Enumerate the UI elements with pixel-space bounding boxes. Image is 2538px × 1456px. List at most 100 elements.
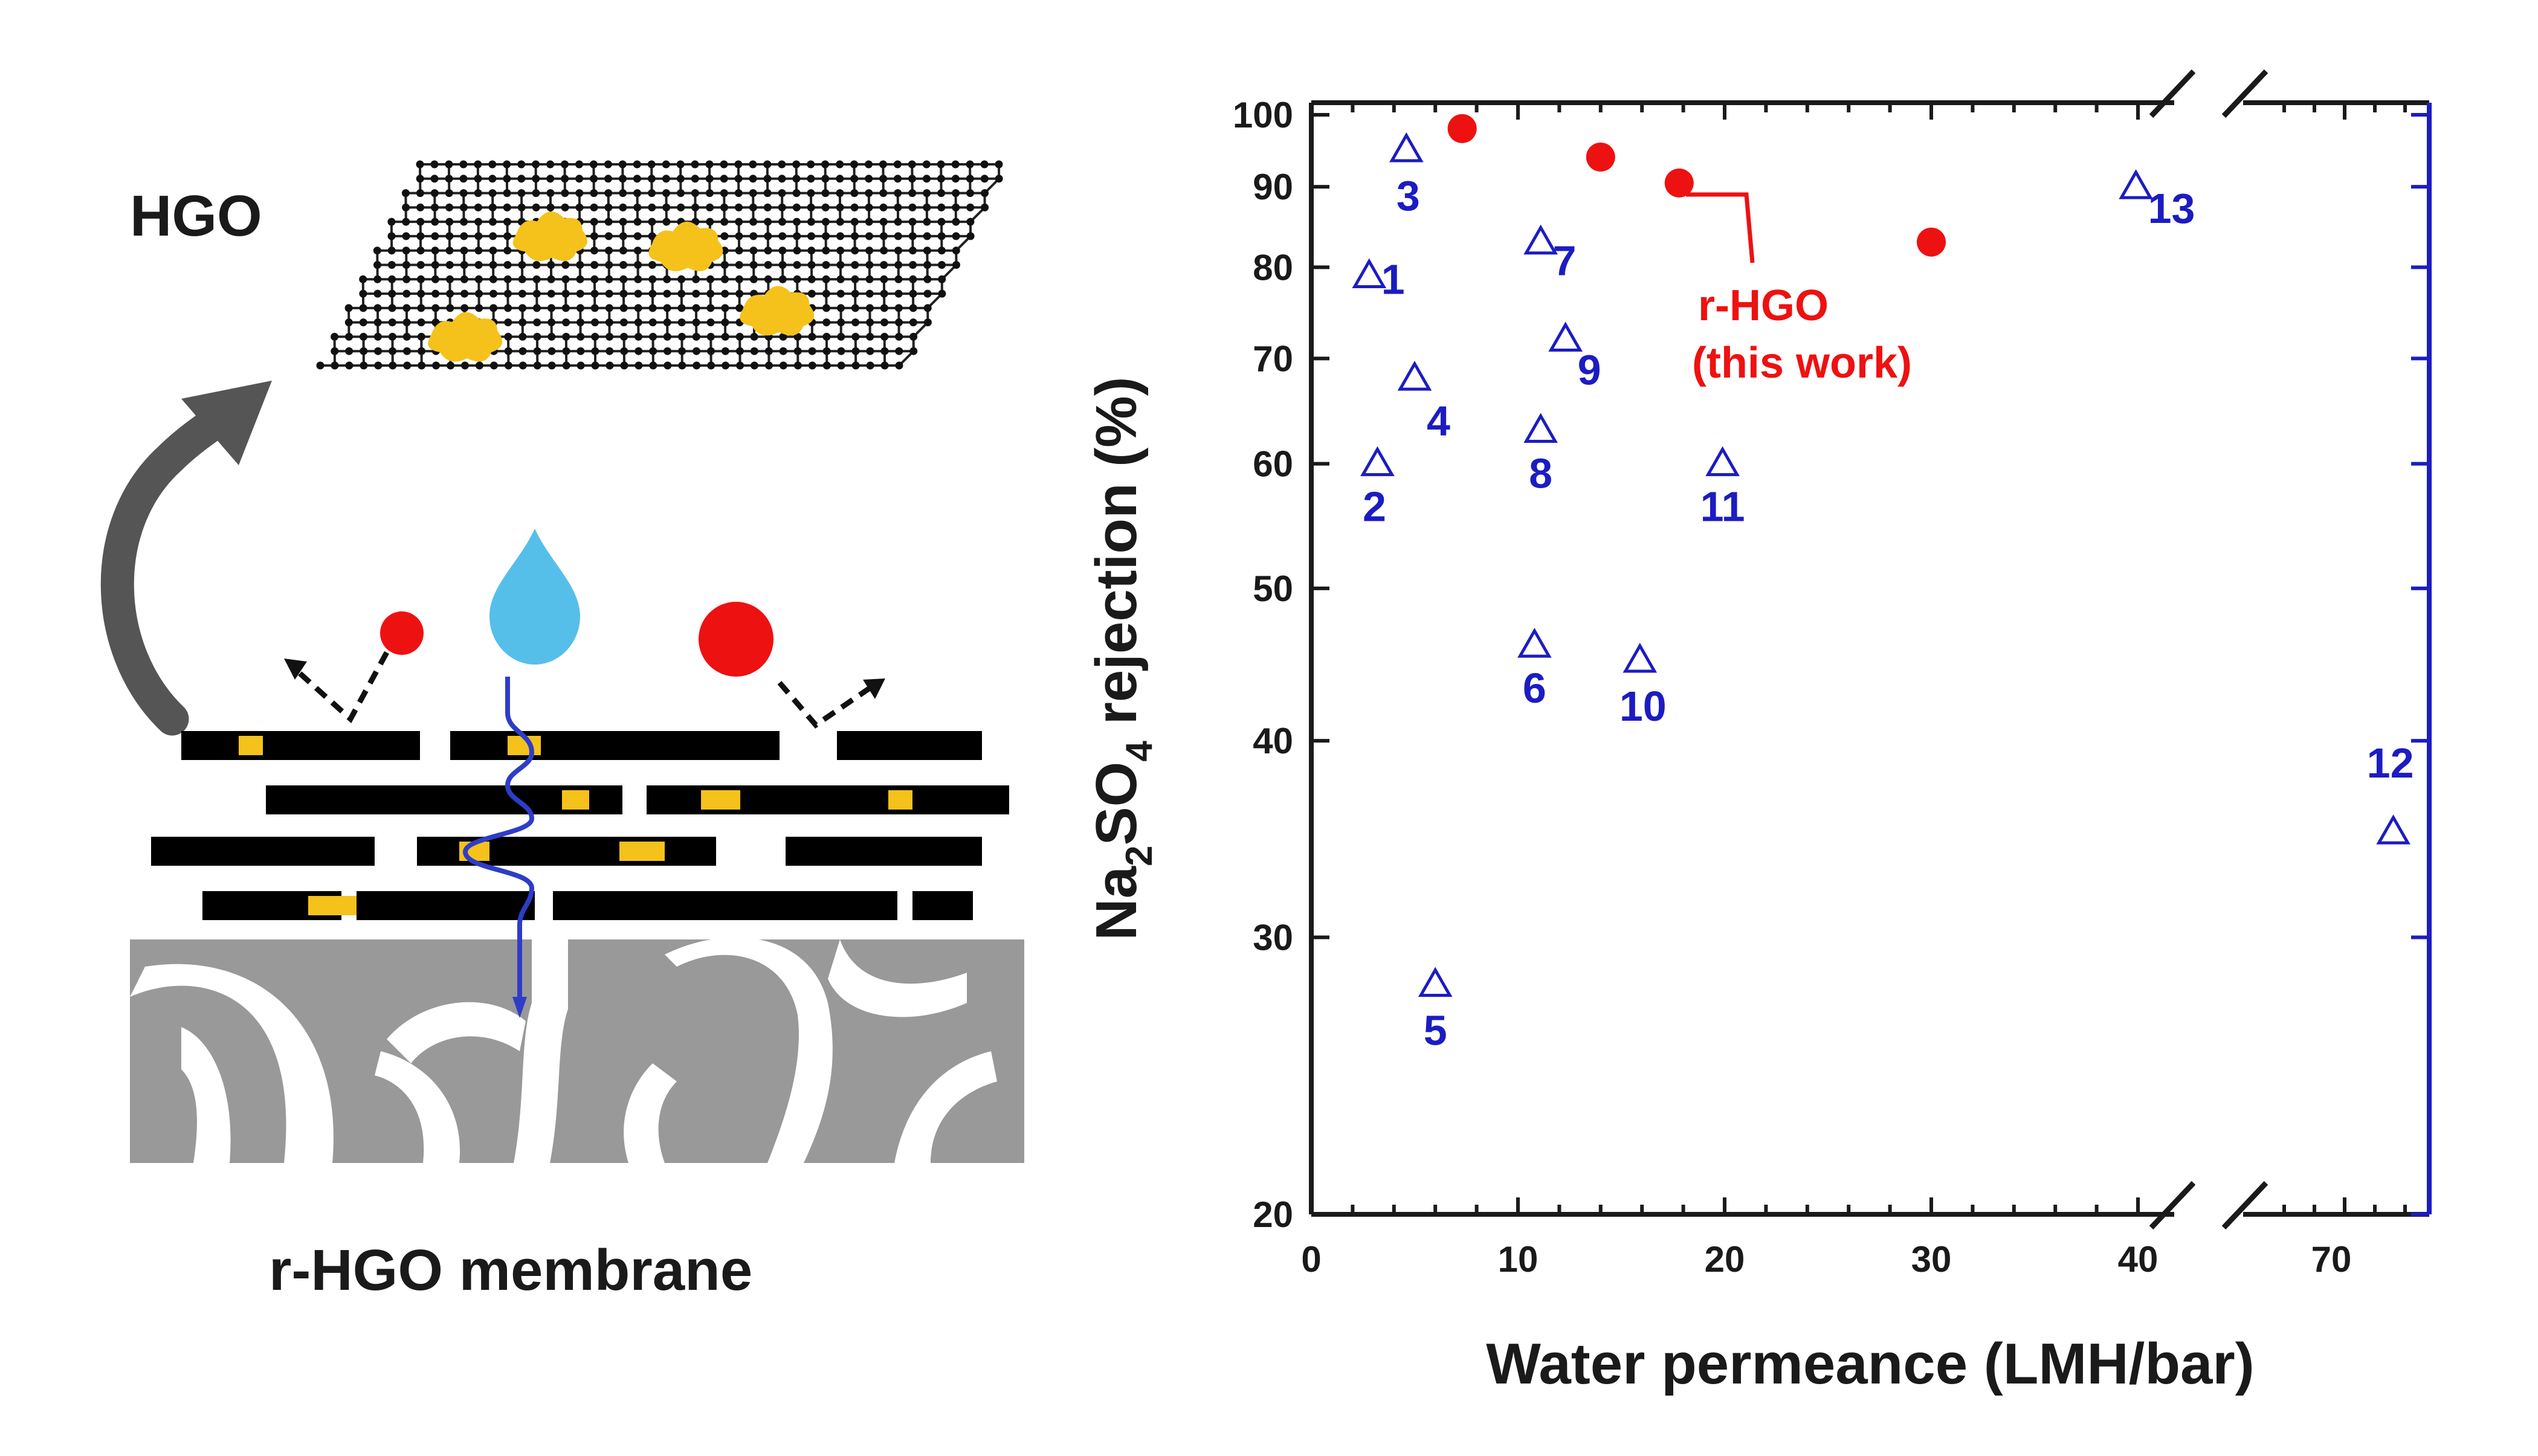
lattice-atom — [765, 361, 773, 370]
lattice-atom — [547, 347, 556, 355]
lattice-atom — [460, 246, 468, 255]
lattice-atom — [836, 217, 844, 226]
lattice-atom — [778, 189, 786, 198]
lattice-atom — [476, 361, 483, 370]
lattice-atom — [736, 361, 744, 370]
lattice-atom — [562, 318, 570, 327]
lattice-atom — [836, 175, 844, 183]
lattice-atom — [459, 175, 468, 183]
lattice-atom — [880, 261, 888, 269]
lattice-atom — [503, 261, 512, 269]
lattice-atom — [416, 203, 425, 211]
y-tick-label: 40 — [1253, 721, 1293, 761]
lattice-atom — [677, 275, 686, 283]
lattice-atom — [503, 289, 512, 298]
lattice-atom — [850, 217, 859, 226]
lattice-atom — [908, 160, 916, 169]
lattice-atom — [735, 232, 743, 240]
lattice-atom — [547, 332, 556, 341]
lattice-atom — [807, 217, 815, 226]
lattice-atom — [865, 203, 873, 211]
literature-point-label: 6 — [1523, 665, 1546, 712]
lattice-atom — [807, 175, 815, 183]
lattice-atom — [402, 289, 411, 298]
lattice-atom — [865, 275, 874, 283]
lattice-atom — [721, 304, 729, 312]
lattice-atom — [793, 332, 802, 341]
lattice-atom — [692, 275, 700, 283]
lattice-atom — [576, 261, 584, 269]
lattice-atom — [561, 175, 569, 183]
lattice-atom — [344, 304, 353, 312]
lattice-atom — [648, 318, 657, 327]
lattice-atom — [517, 160, 526, 169]
lattice-atom — [532, 275, 541, 283]
lattice-atom — [851, 318, 860, 327]
lattice-atom — [749, 275, 758, 283]
x-tick-label: 30 — [1911, 1239, 1952, 1280]
lattice-atom — [821, 160, 830, 169]
lattice-atom — [793, 347, 802, 355]
lattice-atom — [937, 246, 946, 255]
lattice-atom — [445, 217, 454, 226]
lattice-atom — [445, 175, 453, 183]
lattice-atom — [459, 189, 468, 198]
lattice-atom — [663, 289, 671, 298]
lattice-atom — [373, 275, 382, 283]
lattice-atom — [938, 275, 946, 283]
lattice-atom — [807, 275, 816, 283]
lattice-atom — [445, 189, 453, 198]
large-ion-icon — [699, 602, 885, 729]
lattice-atom — [866, 361, 874, 370]
lattice-atom — [706, 203, 714, 211]
lattice-atom — [778, 217, 786, 226]
lattice-atom — [374, 361, 383, 370]
lattice-atom — [879, 203, 888, 211]
lattice-atom — [778, 232, 787, 240]
lattice-atom — [445, 232, 454, 240]
lattice-atom — [518, 347, 527, 355]
lattice-atom — [345, 361, 354, 370]
lattice-atom — [489, 304, 498, 312]
lattice-atom — [778, 261, 787, 269]
lattice-atom — [923, 232, 931, 240]
lattice-atom — [691, 160, 699, 169]
lattice-atom — [633, 203, 642, 211]
lattice-atom — [474, 203, 482, 211]
lattice-atom — [720, 175, 728, 183]
lattice-atom — [779, 347, 787, 355]
lattice-atom — [503, 189, 511, 198]
r-hgo-point — [1447, 114, 1477, 143]
lattice-atom — [388, 304, 396, 312]
lattice-atom — [692, 318, 700, 327]
lattice-atom — [649, 332, 657, 341]
literature-point-label: 1 — [1381, 256, 1405, 303]
lattice-atom — [850, 203, 859, 211]
stacked-nanosheets — [151, 731, 1009, 920]
lattice-atom — [474, 160, 482, 169]
lattice-atom — [836, 275, 845, 283]
lattice-atom — [532, 261, 541, 269]
lattice-atom — [908, 175, 916, 183]
lattice-atom — [474, 232, 483, 240]
lattice-atom — [316, 361, 325, 370]
literature-point — [1523, 224, 1558, 255]
lattice-atom — [591, 332, 599, 341]
lattice-atom — [807, 232, 816, 240]
lattice-atom — [923, 318, 932, 327]
lattice-atom — [460, 304, 469, 312]
lattice-atom — [590, 232, 598, 240]
lattice-atom — [488, 160, 497, 169]
lattice-atom — [331, 361, 339, 370]
lattice-atom — [417, 275, 425, 283]
lattice-atom — [879, 175, 888, 183]
lattice-atom — [489, 275, 497, 283]
lattice-atom — [880, 246, 888, 255]
lattice-atom — [503, 175, 511, 183]
lattice-atom — [923, 203, 931, 211]
lattice-atom — [474, 217, 483, 226]
lattice-atom — [792, 175, 801, 183]
lattice-atom — [620, 332, 628, 341]
lattice-atom — [373, 304, 382, 312]
lattice-atom — [836, 246, 845, 255]
